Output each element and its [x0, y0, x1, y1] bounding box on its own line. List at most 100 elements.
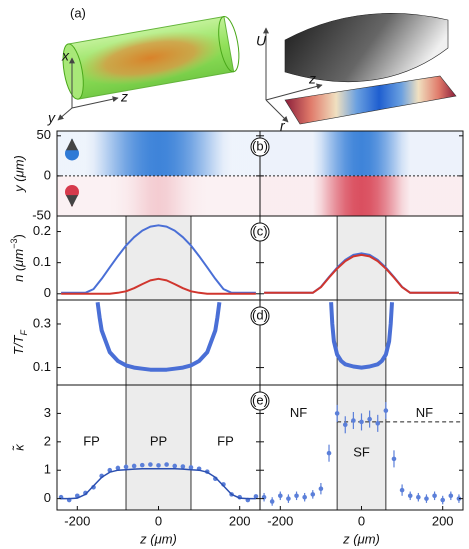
y-tick-label: 0.2 — [33, 223, 51, 238]
y-axis-label: T/TF — [11, 330, 29, 356]
point — [351, 418, 356, 423]
curve — [329, 302, 394, 370]
point — [407, 493, 413, 499]
point — [148, 462, 153, 467]
point — [123, 464, 129, 470]
panel-label: (c) — [252, 223, 267, 238]
point — [391, 456, 397, 462]
region-label: PP — [150, 433, 167, 448]
x-tick-label: -200 — [267, 513, 293, 528]
panel-label: (a) — [70, 5, 86, 20]
y-tick-label: -50 — [32, 207, 51, 222]
curve — [61, 277, 256, 295]
point — [416, 494, 421, 500]
curve — [95, 301, 222, 372]
region-label: FP — [217, 433, 234, 448]
label-part: F — [19, 330, 29, 336]
potential-surface — [284, 13, 449, 83]
point — [334, 411, 340, 416]
point — [253, 494, 259, 499]
y-tick-label: 0 — [44, 285, 51, 300]
density-image — [57, 175, 260, 216]
label-badge — [250, 391, 270, 411]
axis-name: x — [61, 48, 70, 64]
y-axis-label: n (μm−3) — [9, 234, 26, 282]
potential-plane — [284, 75, 457, 125]
point — [115, 465, 121, 471]
density-image — [260, 175, 463, 216]
axis-name: z — [120, 89, 128, 105]
panel-label: (e) — [252, 392, 268, 407]
label-part: −3 — [9, 238, 19, 248]
label-badge — [250, 222, 270, 242]
region-label: SF — [353, 445, 370, 460]
axes-right — [263, 27, 323, 123]
curve — [264, 253, 459, 294]
axes-left — [57, 57, 119, 121]
shaded-region — [337, 216, 386, 300]
y-tick-label: 0.3 — [33, 315, 51, 330]
point — [294, 493, 299, 499]
shaded-region — [337, 300, 386, 385]
point — [278, 493, 283, 499]
point — [180, 464, 186, 469]
panel-frame — [259, 384, 464, 511]
curve — [61, 224, 256, 294]
x-tick-label: 0 — [358, 513, 365, 528]
point — [424, 496, 429, 501]
y-tick-label: 1 — [44, 462, 51, 477]
shaded-region — [337, 385, 386, 510]
point — [302, 494, 307, 500]
x-axis-label: z (μm) — [139, 531, 177, 546]
y-tick-label: 0.1 — [33, 359, 51, 374]
point — [164, 462, 169, 467]
x-tick-label: 200 — [432, 513, 454, 528]
point — [172, 463, 178, 469]
x-axis-label: z (μm) — [342, 531, 380, 546]
shaded-region — [126, 300, 191, 385]
label-part: T/T — [11, 334, 26, 355]
illustration: (a) x y z U z r — [47, 5, 457, 134]
point — [156, 463, 161, 468]
y-tick-label: 2 — [44, 433, 51, 448]
point — [269, 499, 275, 504]
y-tick-label: 0 — [44, 490, 51, 505]
y-tick-label: 3 — [44, 405, 51, 420]
point — [286, 496, 291, 501]
axis-name: z — [308, 71, 316, 87]
density-image — [260, 131, 463, 176]
density-image — [57, 131, 260, 176]
point — [399, 487, 405, 493]
point — [448, 493, 454, 499]
region-label: FP — [83, 433, 100, 448]
point — [432, 493, 437, 499]
cylinder — [62, 15, 240, 100]
label-badge — [250, 137, 270, 157]
panel-label: (b) — [252, 138, 268, 153]
x-tick-label: 0 — [155, 513, 162, 528]
point — [440, 497, 446, 503]
point — [383, 408, 389, 413]
y-tick-label: 50 — [37, 127, 51, 142]
region-label: NF — [290, 405, 307, 420]
shaded-region — [126, 385, 191, 510]
point — [139, 462, 145, 468]
y-tick-label: 0 — [44, 167, 51, 182]
point — [318, 486, 324, 491]
panel-label: (d) — [252, 307, 268, 322]
axis-name: r — [280, 118, 286, 134]
x-tick-label: 200 — [229, 513, 251, 528]
y-axis-label: y (μm) — [11, 155, 26, 193]
point — [342, 422, 348, 428]
axis-name: U — [256, 33, 267, 49]
point — [367, 416, 372, 422]
point — [359, 419, 364, 425]
point — [456, 496, 462, 501]
point — [375, 421, 381, 426]
x-tick-label: -200 — [64, 513, 90, 528]
point — [310, 492, 316, 497]
axis-name: y — [47, 110, 56, 126]
y-tick-label: 0.1 — [33, 254, 51, 269]
point — [131, 463, 137, 469]
